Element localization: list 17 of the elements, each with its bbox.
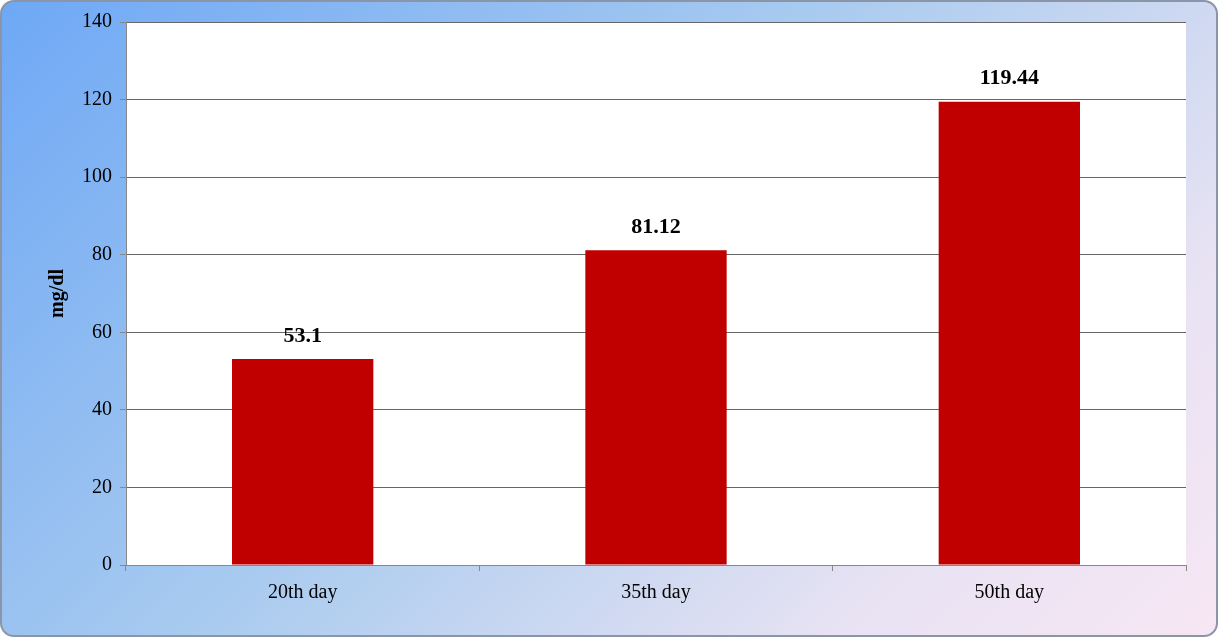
x-tick-label: 20th day [267, 580, 338, 604]
y-tick-label: 140 [82, 9, 112, 32]
bar [232, 359, 374, 565]
x-tick-label: 35th day [621, 580, 691, 604]
y-tick-label: 120 [82, 86, 112, 109]
y-tick-label: 0 [102, 552, 112, 575]
y-tick-label: 60 [92, 319, 112, 342]
y-axis-title: mg/dl [45, 268, 69, 318]
bar [585, 250, 727, 565]
data-label: 119.44 [979, 64, 1039, 90]
y-tick-label: 40 [92, 397, 112, 420]
y-tick-label: 100 [82, 164, 112, 187]
y-tick-label: 20 [92, 474, 112, 497]
data-label: 81.12 [631, 213, 681, 239]
x-tick-label: 50th day [974, 580, 1045, 604]
bar [938, 101, 1080, 565]
y-tick-label: 80 [92, 241, 112, 264]
